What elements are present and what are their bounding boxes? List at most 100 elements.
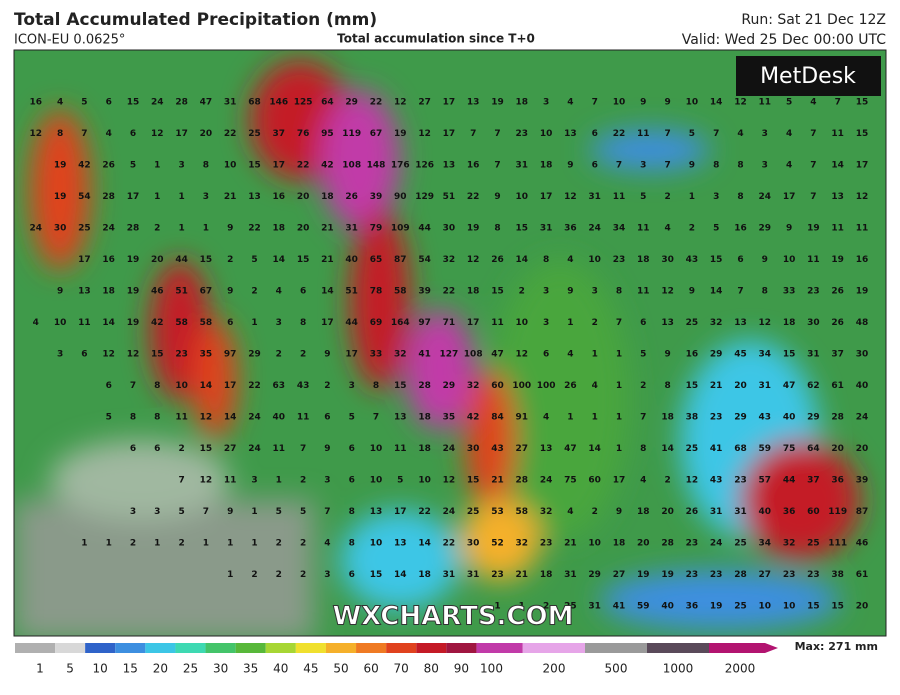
grid-value: 12 [734,98,747,108]
grid-value: 22 [370,98,383,108]
grid-value: 37 [273,129,286,139]
grid-value: 12 [200,413,213,423]
grid-value: 40 [783,413,796,423]
legend-tick-label: 60 [363,662,378,676]
grid-value: 40 [661,602,674,612]
grid-value: 7 [81,129,87,139]
grid-value: 8 [130,413,136,423]
grid-value: 41 [418,350,431,360]
grid-value: 12 [127,350,140,360]
grid-value: 24 [443,444,456,454]
grid-value: 18 [418,413,431,423]
grid-value: 75 [564,476,577,486]
grid-value: 4 [592,381,598,391]
grid-value: 47 [564,444,577,454]
grid-value: 9 [227,287,233,297]
grid-value: 19 [637,570,650,580]
grid-value: 18 [467,287,480,297]
grid-value: 35 [443,413,456,423]
grid-value: 176 [391,161,410,171]
grid-value: 23 [807,287,820,297]
grid-value: 32 [710,318,723,328]
grid-value: 19 [856,287,869,297]
grid-value: 1 [592,350,598,360]
grid-value: 19 [467,224,480,234]
grid-value: 7 [810,161,816,171]
grid-value: 6 [130,444,136,454]
legend-tick-label: 2000 [725,662,756,676]
grid-value: 28 [102,192,115,202]
legend-swatch [15,643,56,653]
grid-value: 11 [637,287,650,297]
run: Run: Sat 21 Dec 12Z [741,12,886,28]
grid-value: 18 [321,192,334,202]
precip-field [14,60,860,636]
grid-value: 40 [345,255,358,265]
grid-value: 32 [516,539,529,549]
grid-value: 23 [783,570,796,580]
grid-value: 12 [394,98,407,108]
grid-value: 3 [57,350,63,360]
grid-value: 27 [516,444,529,454]
grid-value: 2 [592,318,598,328]
grid-value: 32 [443,255,456,265]
grid-value: 2 [689,224,695,234]
grid-value: 64 [321,98,334,108]
grid-value: 28 [175,98,188,108]
grid-value: 33 [783,287,796,297]
grid-value: 7 [616,161,622,171]
legend-swatch [115,643,146,653]
grid-value: 3 [203,192,209,202]
grid-value: 6 [106,381,112,391]
legend-swatch [265,643,296,653]
grid-value: 2 [178,539,184,549]
grid-value: 19 [394,129,407,139]
grid-value: 42 [78,161,91,171]
grid-value: 4 [567,507,573,517]
grid-value: 17 [127,192,140,202]
grid-value: 30 [467,539,480,549]
grid-value: 79 [370,224,383,234]
grid-value: 21 [491,476,504,486]
grid-value: 1 [178,192,184,202]
grid-value: 13 [564,129,577,139]
grid-value: 58 [200,318,213,328]
grid-value: 8 [713,161,719,171]
grid-value: 13 [394,413,407,423]
grid-value: 43 [491,444,504,454]
grid-value: 100 [512,381,531,391]
grid-value: 10 [175,381,188,391]
grid-value: 1 [178,224,184,234]
grid-value: 11 [637,129,650,139]
grid-value: 12 [661,287,674,297]
grid-value: 3 [154,507,160,517]
grid-value: 14 [321,287,334,297]
grid-value: 111 [828,539,847,549]
legend-tick-label: 200 [543,662,566,676]
grid-value: 38 [831,570,844,580]
grid-value: 6 [154,444,160,454]
grid-value: 2 [519,287,525,297]
grid-value: 24 [540,476,553,486]
grid-value: 9 [567,161,573,171]
legend-swatch [85,643,116,653]
grid-value: 60 [807,507,820,517]
grid-value: 32 [783,539,796,549]
grid-value: 10 [370,444,383,454]
grid-value: 91 [516,413,529,423]
grid-value: 8 [57,129,63,139]
grid-value: 6 [640,318,646,328]
grid-value: 31 [345,224,358,234]
grid-value: 38 [686,413,699,423]
grid-value: 3 [276,318,282,328]
grid-value: 19 [710,602,723,612]
grid-value: 12 [151,129,164,139]
grid-value: 18 [783,318,796,328]
grid-value: 31 [759,381,772,391]
grid-value: 11 [759,98,772,108]
grid-value: 10 [588,255,601,265]
grid-value: 97 [224,350,237,360]
grid-value: 42 [321,161,334,171]
